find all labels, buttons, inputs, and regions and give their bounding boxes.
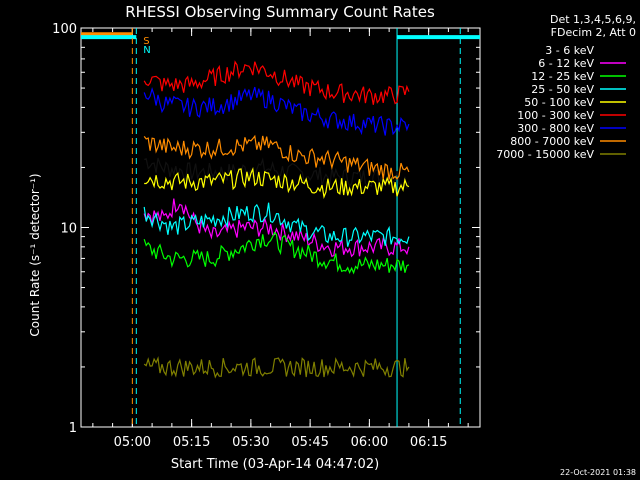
series-line-6 xyxy=(143,60,410,105)
legend-label: 6 - 12 keV xyxy=(538,57,594,70)
annotation-label: S xyxy=(143,36,149,47)
x-tick-label: 06:00 xyxy=(351,435,388,450)
plot-area: 1 10 100 05:00 05:15 05:30 05:45 06:00 06:15 SN xyxy=(52,22,481,450)
y-tick-label: 10 xyxy=(60,222,77,237)
series-line-1 xyxy=(144,157,410,191)
footer-timestamp: 22-Oct-2021 01:38 xyxy=(560,468,636,477)
series-line-9 xyxy=(143,356,410,379)
legend-label: 25 - 50 keV xyxy=(531,83,594,96)
legend-header-line-1: Det 1,3,4,5,6,9, xyxy=(550,13,636,26)
x-tick-label: 05:15 xyxy=(173,435,210,450)
legend-label: 50 - 100 keV xyxy=(524,96,594,109)
y-axis-label: Count Rate (s⁻¹ detector⁻¹) xyxy=(28,173,42,336)
series-line-7 xyxy=(143,86,410,136)
x-axis-label: Start Time (03-Apr-14 04:47:02) xyxy=(171,457,379,472)
y-tick-label: 100 xyxy=(52,22,77,37)
legend-label: 100 - 300 keV xyxy=(517,109,594,122)
annotation-label: N xyxy=(143,45,150,56)
x-tick-label: 05:30 xyxy=(232,435,269,450)
legend-label: 7000 - 15000 keV xyxy=(496,148,594,161)
x-tick-label: 06:15 xyxy=(410,435,447,450)
x-tick-label: 05:00 xyxy=(114,435,151,450)
legend-label: 3 - 6 keV xyxy=(545,44,594,57)
chart-title: RHESSI Observing Summary Count Rates xyxy=(125,3,435,21)
series-line-2 xyxy=(143,198,410,258)
x-tick-label: 05:45 xyxy=(291,435,328,450)
legend-label: 800 - 7000 keV xyxy=(510,135,594,148)
series-line-8 xyxy=(143,134,410,180)
legend-header-line-2: FDecim 2, Att 0 xyxy=(551,26,636,39)
series-line-5 xyxy=(144,166,410,199)
series-line-4 xyxy=(143,202,410,247)
series-line-3 xyxy=(143,231,410,275)
y-tick-label: 1 xyxy=(69,421,77,436)
legend-label: 300 - 800 keV xyxy=(517,122,594,135)
legend-label: 12 - 25 keV xyxy=(531,70,594,83)
